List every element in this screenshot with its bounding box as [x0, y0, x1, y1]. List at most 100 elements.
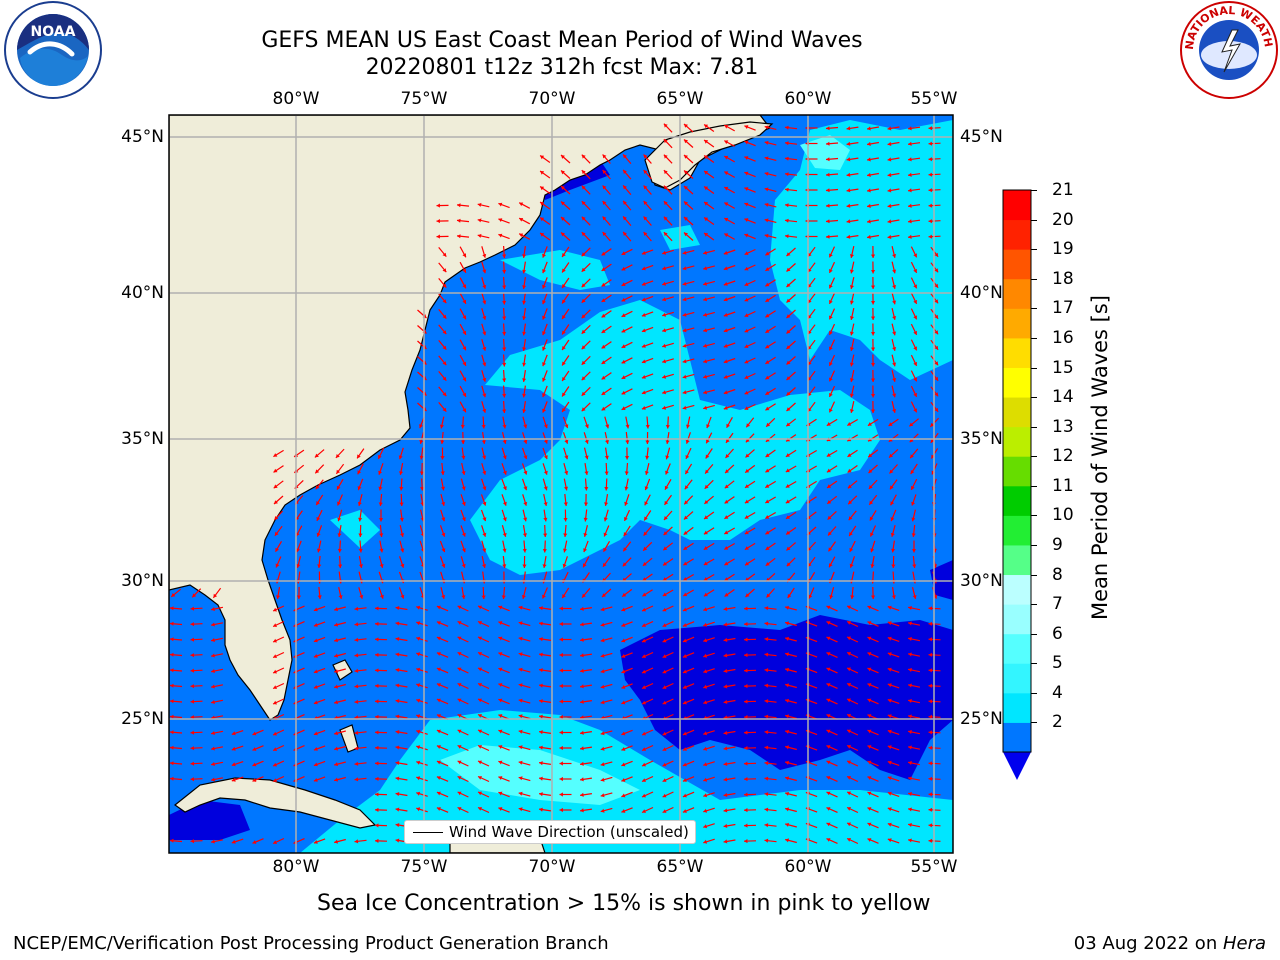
wave-direction-arrowhead — [828, 547, 833, 552]
wave-direction-arrowhead — [642, 731, 646, 736]
wave-direction-arrowhead — [602, 154, 607, 159]
wave-direction-arrowhead — [887, 141, 892, 146]
wave-direction-arrowhead — [559, 652, 563, 658]
colorbar-tick-mark — [1031, 190, 1037, 191]
sea-ice-note: Sea Ice Concentration > 15% is shown in … — [317, 891, 931, 916]
wave-direction-arrowhead — [765, 329, 770, 333]
wave-direction-arrowhead — [604, 455, 609, 460]
wave-direction-arrowhead — [478, 652, 482, 656]
wave-direction-arrowhead — [704, 515, 709, 519]
wave-direction-arrowhead — [744, 761, 748, 766]
wave-direction-arrowhead — [562, 330, 566, 335]
wave-direction-arrowhead — [601, 267, 606, 271]
wave-direction-arrowhead — [457, 636, 462, 641]
wave-direction-arrowhead — [847, 838, 851, 842]
wave-direction-arrowhead — [482, 346, 487, 351]
wave-direction-arrowhead — [826, 141, 830, 146]
wave-direction-arrowhead — [543, 439, 548, 444]
wave-direction-arrowhead — [395, 652, 400, 657]
wave-direction-arrowhead — [275, 547, 279, 552]
wave-direction-arrowhead — [399, 486, 404, 491]
wave-direction-arrowhead — [276, 595, 281, 599]
colorbar-tick-label: 14 — [1052, 387, 1074, 408]
wave-direction-arrowhead — [930, 438, 935, 443]
colorbar-tick-mark — [1031, 515, 1037, 517]
wave-direction-arrowhead — [934, 376, 939, 381]
wave-direction-arrowhead — [908, 219, 912, 224]
wave-direction-arrowhead — [502, 316, 507, 320]
wave-direction-arrowhead — [744, 202, 749, 207]
wave-direction-arrowhead — [645, 440, 650, 444]
wave-direction-arrowhead — [785, 776, 789, 781]
wave-direction-arrowhead — [442, 392, 447, 397]
colorbar-tick-label: 11 — [1052, 475, 1074, 496]
wave-direction-arrowhead — [559, 668, 563, 673]
wave-direction-arrowhead — [829, 563, 833, 568]
wave-direction-arrowhead — [562, 377, 566, 381]
wave-direction-arrowhead — [764, 621, 769, 626]
wave-direction-arrowhead — [724, 202, 729, 207]
wave-direction-arrowhead — [744, 282, 749, 286]
wave-direction-arrowhead — [543, 455, 548, 460]
wave-direction-arrowhead — [744, 637, 748, 642]
wave-direction-arrowhead — [867, 838, 872, 842]
wave-direction-arrowhead — [928, 219, 932, 224]
wave-direction-arrowhead — [785, 745, 789, 750]
wave-direction-arrowhead — [337, 533, 342, 537]
wave-direction-arrowhead — [275, 563, 280, 568]
wave-direction-arrowhead — [441, 486, 445, 491]
wave-direction-arrowhead — [441, 563, 446, 568]
wave-direction-arrowhead — [378, 470, 383, 475]
wave-direction-arrowhead — [849, 393, 854, 398]
wave-direction-arrowhead — [887, 126, 892, 131]
wave-direction-arrowhead — [723, 266, 728, 271]
wave-direction-arrowhead — [703, 777, 708, 782]
wave-direction-arrowhead — [744, 715, 748, 720]
wave-direction-arrowhead — [892, 362, 897, 367]
wave-direction-arrowhead — [542, 408, 546, 413]
wave-direction-arrowhead — [522, 393, 527, 398]
wave-direction-arrowhead — [563, 502, 568, 506]
wave-direction-arrowhead — [296, 548, 300, 553]
wave-direction-arrowhead — [354, 699, 359, 704]
wave-direction-arrowhead — [519, 202, 524, 207]
wave-direction-arrowhead — [273, 468, 278, 473]
wave-direction-arrowhead — [338, 564, 343, 568]
wave-direction-arrowhead — [704, 155, 709, 160]
wave-direction-arrowhead — [170, 637, 174, 642]
wave-direction-arrowhead — [498, 714, 503, 718]
wave-direction-arrowhead — [703, 638, 708, 643]
wave-direction-arrowhead — [870, 564, 875, 568]
wave-direction-arrowhead — [869, 500, 874, 505]
wave-direction-arrowhead — [764, 171, 769, 176]
wave-direction-arrowhead — [317, 595, 322, 599]
wave-direction-arrowhead — [683, 577, 688, 581]
wave-direction-arrowhead — [891, 548, 896, 553]
wave-direction-arrowhead — [539, 745, 543, 750]
wave-direction-arrowhead — [867, 729, 872, 734]
wave-direction-arrowhead — [395, 745, 400, 750]
wave-direction-arrowhead — [867, 776, 872, 780]
wave-direction-arrowhead — [765, 453, 770, 457]
wave-direction-arrowhead — [482, 532, 487, 537]
wave-direction-arrowhead — [562, 594, 566, 599]
wave-direction-arrowhead — [600, 653, 605, 658]
wave-direction-arrowhead — [641, 251, 646, 255]
wave-direction-arrowhead — [913, 330, 917, 335]
wave-direction-arrowhead — [786, 376, 791, 380]
wave-direction-arrowhead — [518, 667, 523, 672]
wave-direction-arrowhead — [870, 548, 875, 553]
wave-direction-arrowhead — [764, 606, 769, 611]
wave-direction-arrowhead — [703, 359, 708, 364]
wave-direction-arrowhead — [559, 606, 563, 611]
wave-direction-arrowhead — [663, 546, 668, 551]
wave-direction-arrowhead — [559, 714, 563, 720]
wave-direction-arrowhead — [580, 761, 584, 766]
footer-date: 03 Aug 2022 on Hera — [1074, 933, 1266, 954]
wave-direction-arrowhead — [419, 440, 424, 444]
wave-direction-arrowhead — [928, 606, 933, 611]
wave-direction-arrowhead — [682, 669, 687, 674]
colorbar-cell — [1003, 249, 1031, 280]
wave-direction-arrowhead — [442, 407, 447, 412]
wave-direction-arrowhead — [928, 621, 933, 626]
